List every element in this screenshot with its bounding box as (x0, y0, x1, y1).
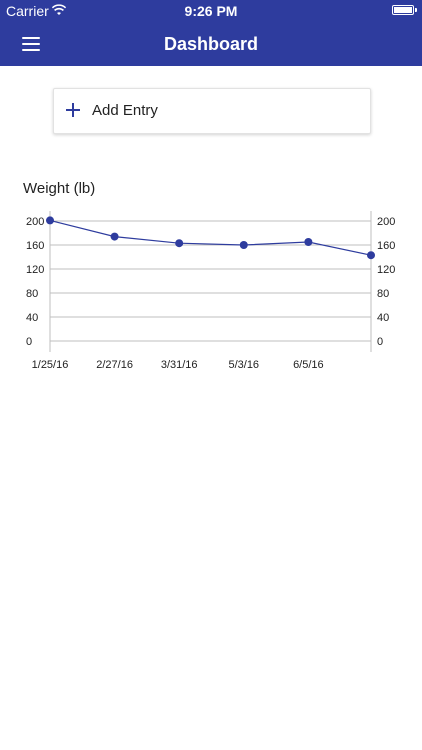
status-time: 9:26 PM (184, 3, 238, 19)
page-title: Dashboard (163, 34, 259, 54)
y-tick-label-left: 80 (26, 288, 38, 300)
y-tick-label-right: 0 (377, 336, 383, 348)
nav-bar: Dashboard (0, 22, 422, 66)
x-tick-label: 2/27/16 (96, 359, 133, 371)
y-tick-label-right: 80 (377, 288, 389, 300)
plus-icon (66, 103, 80, 117)
y-tick-label-left: 40 (26, 312, 38, 324)
data-point (110, 232, 119, 241)
add-entry-label: Add Entry (92, 102, 158, 119)
data-point (304, 238, 313, 246)
y-tick-label-left: 160 (26, 240, 44, 252)
data-point (46, 216, 54, 225)
y-tick-label-left: 120 (26, 264, 44, 276)
battery-icon (392, 5, 417, 15)
y-tick-label-left: 0 (26, 336, 32, 348)
x-tick-label: 3/31/16 (161, 359, 198, 371)
x-tick-label: 5/3/16 (228, 359, 259, 371)
add-entry-button[interactable]: Add Entry (53, 88, 371, 134)
y-tick-label-right: 160 (377, 240, 395, 252)
y-tick-label-right: 120 (377, 264, 395, 276)
x-tick-label: 6/5/16 (293, 359, 324, 371)
status-bar: Carrier 9:26 PM (0, 0, 422, 22)
carrier-label: Carrier (6, 3, 49, 19)
y-tick-label-left: 200 (26, 216, 44, 228)
hamburger-menu-icon[interactable] (22, 36, 42, 52)
series-line (49, 219, 372, 256)
data-point (175, 239, 184, 248)
chart-title: Weight (lb) (23, 180, 96, 197)
x-tick-label: 1/25/16 (32, 359, 69, 371)
data-point (239, 241, 248, 249)
data-point (367, 251, 375, 260)
wifi-icon (52, 4, 66, 15)
y-tick-label-right: 200 (377, 216, 395, 228)
y-tick-label-right: 40 (377, 312, 389, 324)
